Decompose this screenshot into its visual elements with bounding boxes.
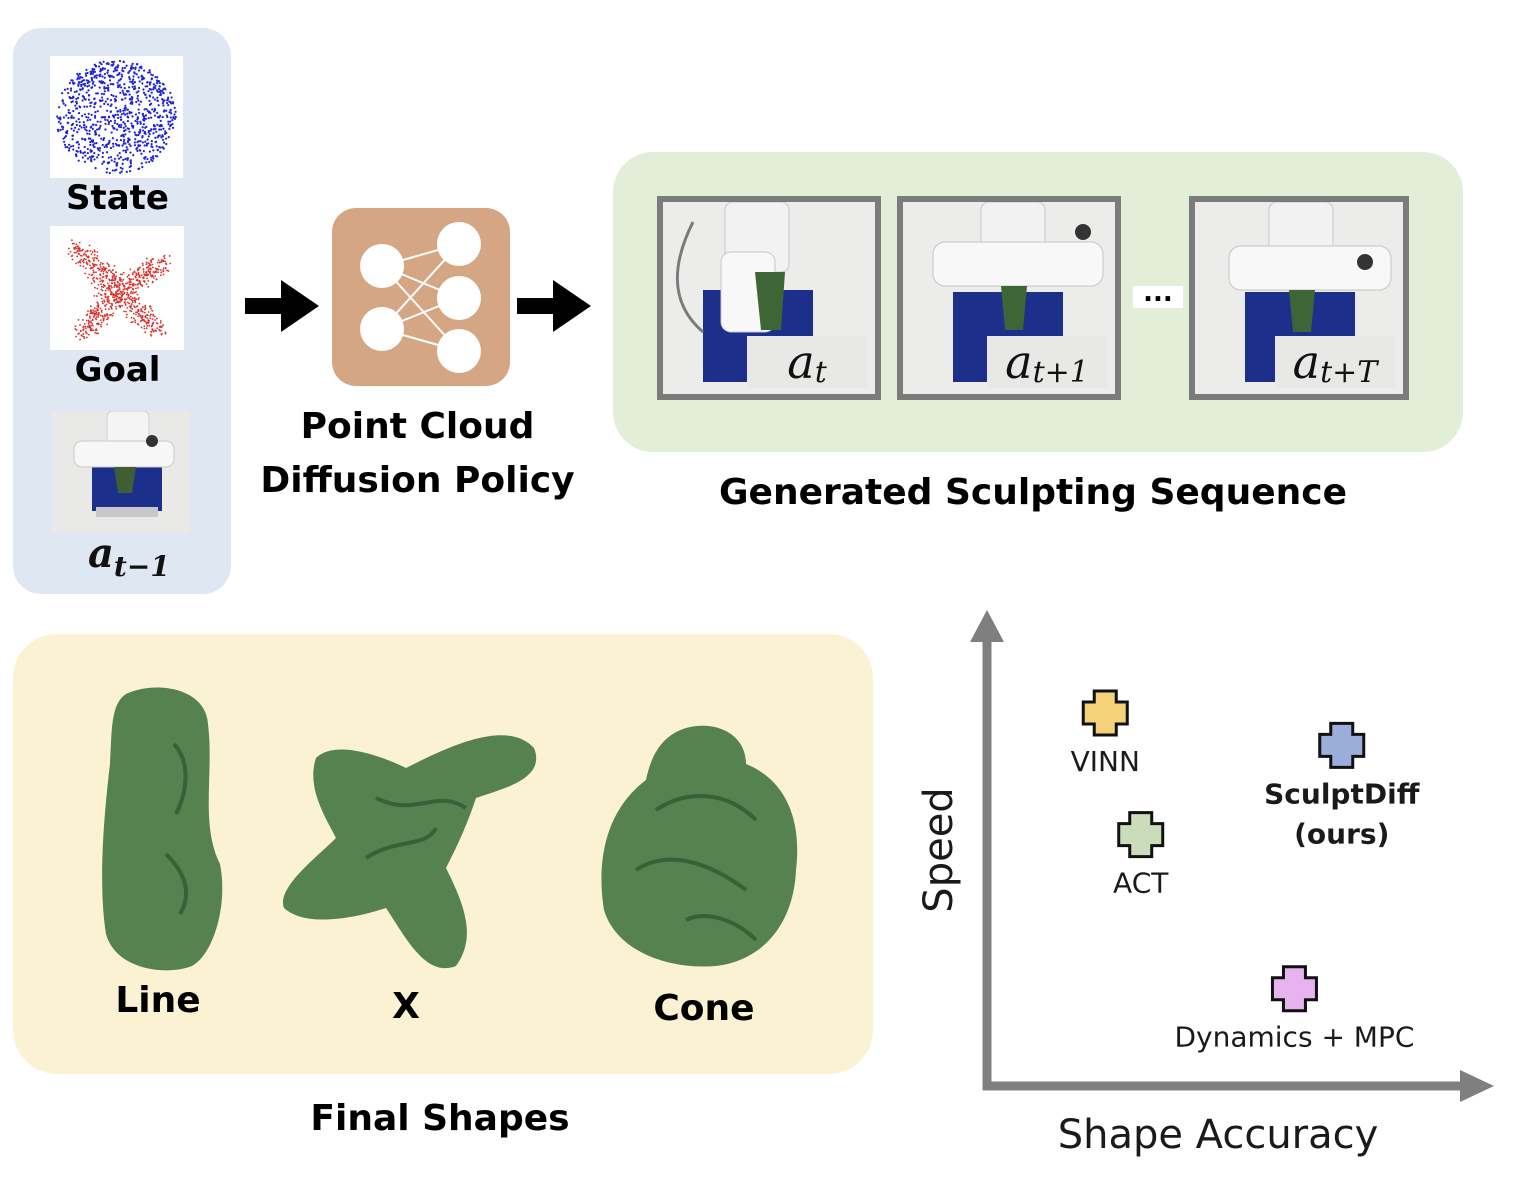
point-label-3: Dynamics + MPC — [1174, 1021, 1414, 1054]
shape-x-image — [282, 735, 537, 969]
previous-action-image — [52, 411, 190, 533]
sequence-title: Generated Sculpting Sequence — [718, 472, 1347, 513]
state-label: State — [66, 178, 169, 218]
point-label-1-0: SculptDiff — [1264, 777, 1420, 810]
point-marker-2 — [1117, 811, 1165, 859]
frame-3-label: at+T — [1275, 336, 1395, 390]
shape-cone-image — [601, 725, 798, 967]
goal-label: Goal — [74, 350, 161, 390]
sequence-frame-1: at — [657, 196, 881, 400]
sequence-frame-3: at+T — [1189, 196, 1409, 400]
shape-x-label: X — [392, 986, 420, 1027]
sequence-frame-2: at+1 — [897, 196, 1121, 400]
speed-accuracy-chart: Speed Shape Accuracy VINN SculptDiff (ours… — [916, 610, 1494, 1158]
point-marker-0 — [1081, 689, 1129, 737]
previous-action-label: at−1 — [88, 530, 170, 583]
policy-label-line2: Diffusion Policy — [260, 460, 575, 501]
point-marker-1 — [1318, 721, 1366, 769]
x-axis-label: Shape Accuracy — [1058, 1112, 1379, 1158]
frame-2-label: at+1 — [987, 336, 1107, 390]
point-label-2: ACT — [1113, 867, 1169, 900]
point-marker-3 — [1270, 965, 1318, 1013]
shape-line-label: Line — [115, 980, 201, 1021]
state-point-cloud — [50, 56, 183, 178]
sequence-ellipsis: ... — [1133, 280, 1183, 308]
neural-network-icon — [332, 208, 510, 386]
diffusion-policy-block — [332, 208, 510, 386]
shape-cone-label: Cone — [653, 988, 755, 1029]
y-axis-label: Speed — [916, 787, 962, 912]
goal-point-cloud — [50, 226, 184, 350]
final-shapes-title: Final Shapes — [310, 1098, 570, 1139]
shape-line-image — [102, 687, 223, 971]
point-label-0: VINN — [1071, 745, 1140, 778]
arrow-policy-to-sequence — [517, 280, 591, 332]
point-label-1-1: (ours) — [1294, 817, 1389, 850]
policy-label-line1: Point Cloud — [300, 406, 535, 447]
frame-1-label: at — [747, 336, 867, 390]
chart-axes — [970, 610, 1494, 1102]
arrow-inputs-to-policy — [245, 280, 319, 332]
